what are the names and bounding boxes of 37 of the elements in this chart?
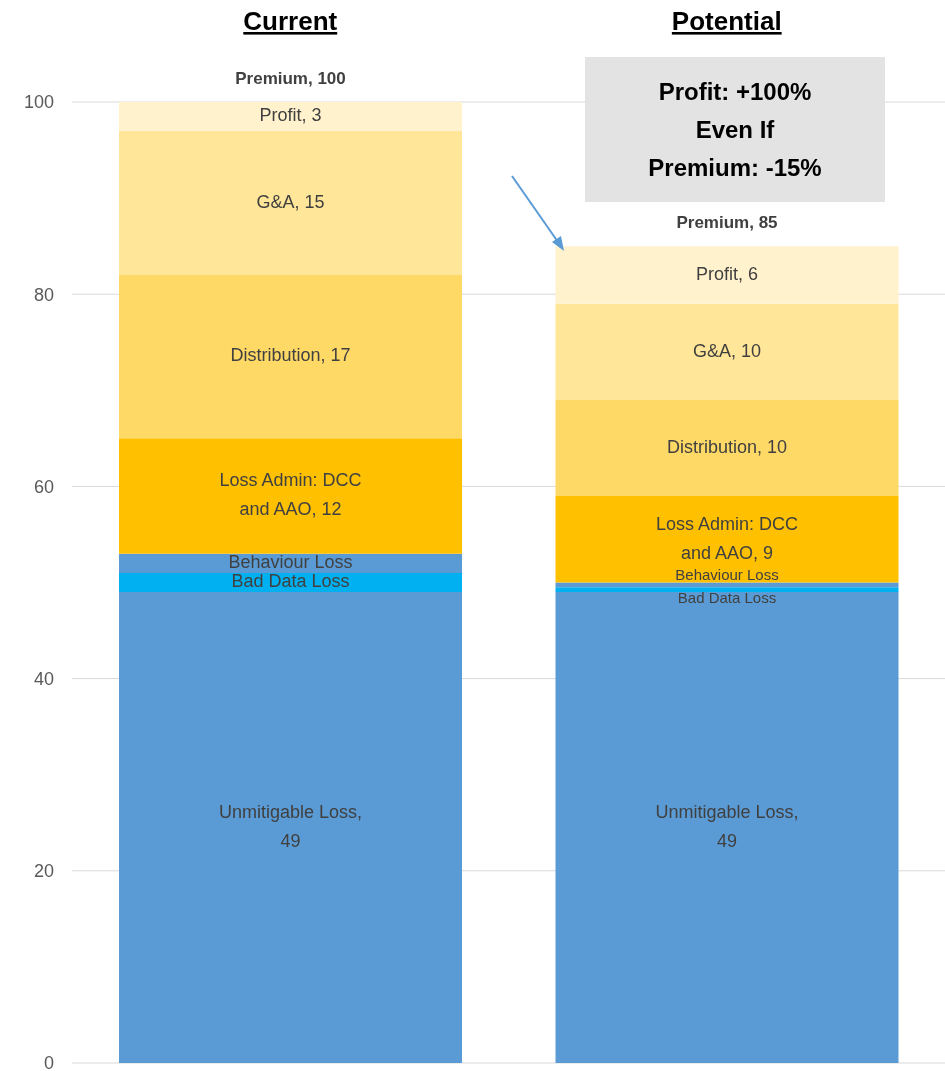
data-label: G&A, 10: [692, 340, 762, 361]
bar: [555, 592, 899, 1063]
bar: [555, 399, 899, 497]
total-label: Premium, 100: [235, 69, 346, 88]
data-label: Bad Data Loss: [231, 571, 350, 592]
x-tick-label: Current: [243, 6, 338, 36]
bar: [555, 496, 899, 583]
data-label: Bad Data Loss: [677, 588, 777, 606]
y-tick-label: 80: [33, 284, 54, 305]
y-tick-label: 60: [33, 476, 54, 497]
bar: [119, 438, 462, 554]
bar: [555, 587, 899, 593]
bar: [555, 303, 899, 400]
annotation: Profit: +100% Even If Premium: -15%: [648, 76, 822, 183]
data-label: G&A, 15: [256, 191, 325, 212]
data-label: Profit, 6: [695, 263, 759, 284]
data-label: Unmitigable Loss, 49: [655, 801, 799, 851]
y-tick-label: 100: [23, 92, 54, 113]
total-label: Premium, 85: [676, 213, 778, 233]
callout-box: Profit: +100% Even If Premium: -15%: [585, 57, 885, 202]
bar: [119, 102, 462, 131]
data-label: Loss Admin: DCC and AAO, 9: [655, 513, 799, 563]
x-tick-label: Potential: [671, 6, 782, 36]
data-label: Behaviour Loss: [228, 552, 353, 573]
data-label: Distribution, 10: [666, 436, 788, 457]
y-tick-label: 20: [33, 861, 54, 882]
data-label: Unmitigable Loss, 49: [218, 801, 363, 851]
data-label: Distribution, 17: [230, 345, 351, 366]
y-tick-label: 40: [33, 668, 54, 689]
y-tick-label: 0: [43, 1053, 54, 1071]
bar: [119, 130, 462, 275]
data-label: Loss Admin: DCC and AAO, 12: [219, 470, 362, 520]
data-label: Behaviour Loss: [675, 565, 779, 583]
data-label: Profit, 3: [259, 105, 322, 126]
bar: [119, 274, 462, 439]
bar: [119, 592, 462, 1063]
bar: [555, 246, 899, 304]
